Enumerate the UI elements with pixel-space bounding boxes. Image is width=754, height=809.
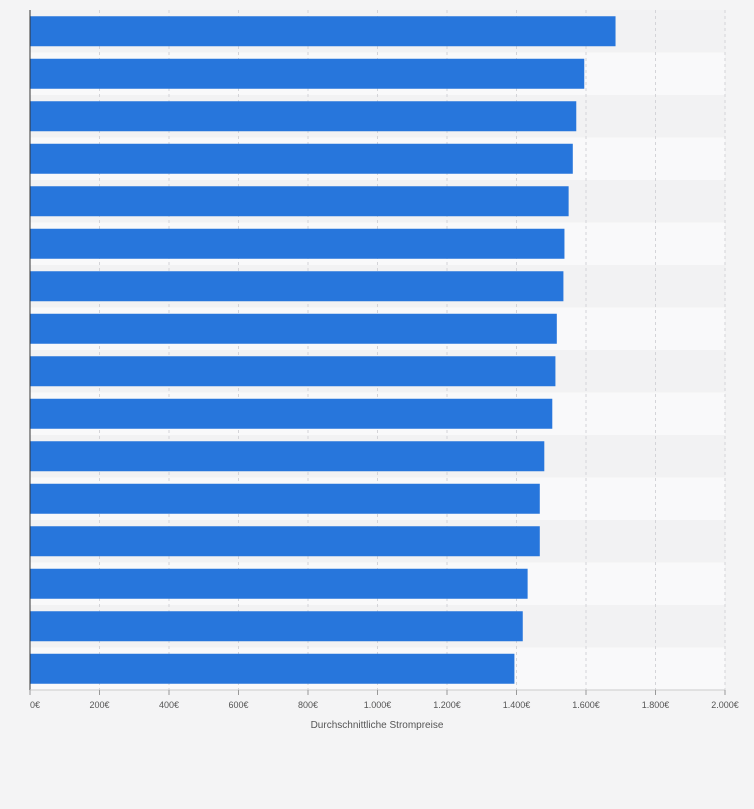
bar[interactable] <box>30 441 545 472</box>
bar[interactable] <box>30 16 616 47</box>
x-tick-label: 1.000€ <box>364 700 392 710</box>
x-axis-ticks: 0€ 200€ 400€ 600€ 800€ 1.000€ 1.200€ 1.400€ 1.60… <box>29 690 739 710</box>
bar[interactable] <box>30 398 553 429</box>
bar[interactable] <box>30 313 557 344</box>
bar[interactable] <box>30 143 573 174</box>
x-tick-label: 0€ <box>30 700 40 710</box>
bar[interactable] <box>30 653 515 684</box>
bar[interactable] <box>30 58 585 89</box>
bar[interactable] <box>30 568 528 599</box>
x-axis-title: Durchschnittliche Strompreise <box>311 720 444 731</box>
x-tick-label: 200€ <box>89 700 109 710</box>
x-tick-label: 800€ <box>298 700 318 710</box>
x-tick-label: 1.600€ <box>572 700 600 710</box>
bar[interactable] <box>30 228 565 259</box>
x-tick-label: 600€ <box>228 700 248 710</box>
bar[interactable] <box>30 526 540 557</box>
bar[interactable] <box>30 101 577 132</box>
x-tick-label: 1.200€ <box>433 700 461 710</box>
bar[interactable] <box>30 356 556 387</box>
bar[interactable] <box>30 271 564 302</box>
x-tick-label: 1.800€ <box>642 700 670 710</box>
bar[interactable] <box>30 483 540 514</box>
bars <box>30 16 616 684</box>
x-tick-label: 1.400€ <box>503 700 531 710</box>
x-tick-label: 2.000€ <box>711 700 739 710</box>
bar[interactable] <box>30 186 569 217</box>
bar[interactable] <box>30 611 523 642</box>
x-tick-label: 400€ <box>159 700 179 710</box>
